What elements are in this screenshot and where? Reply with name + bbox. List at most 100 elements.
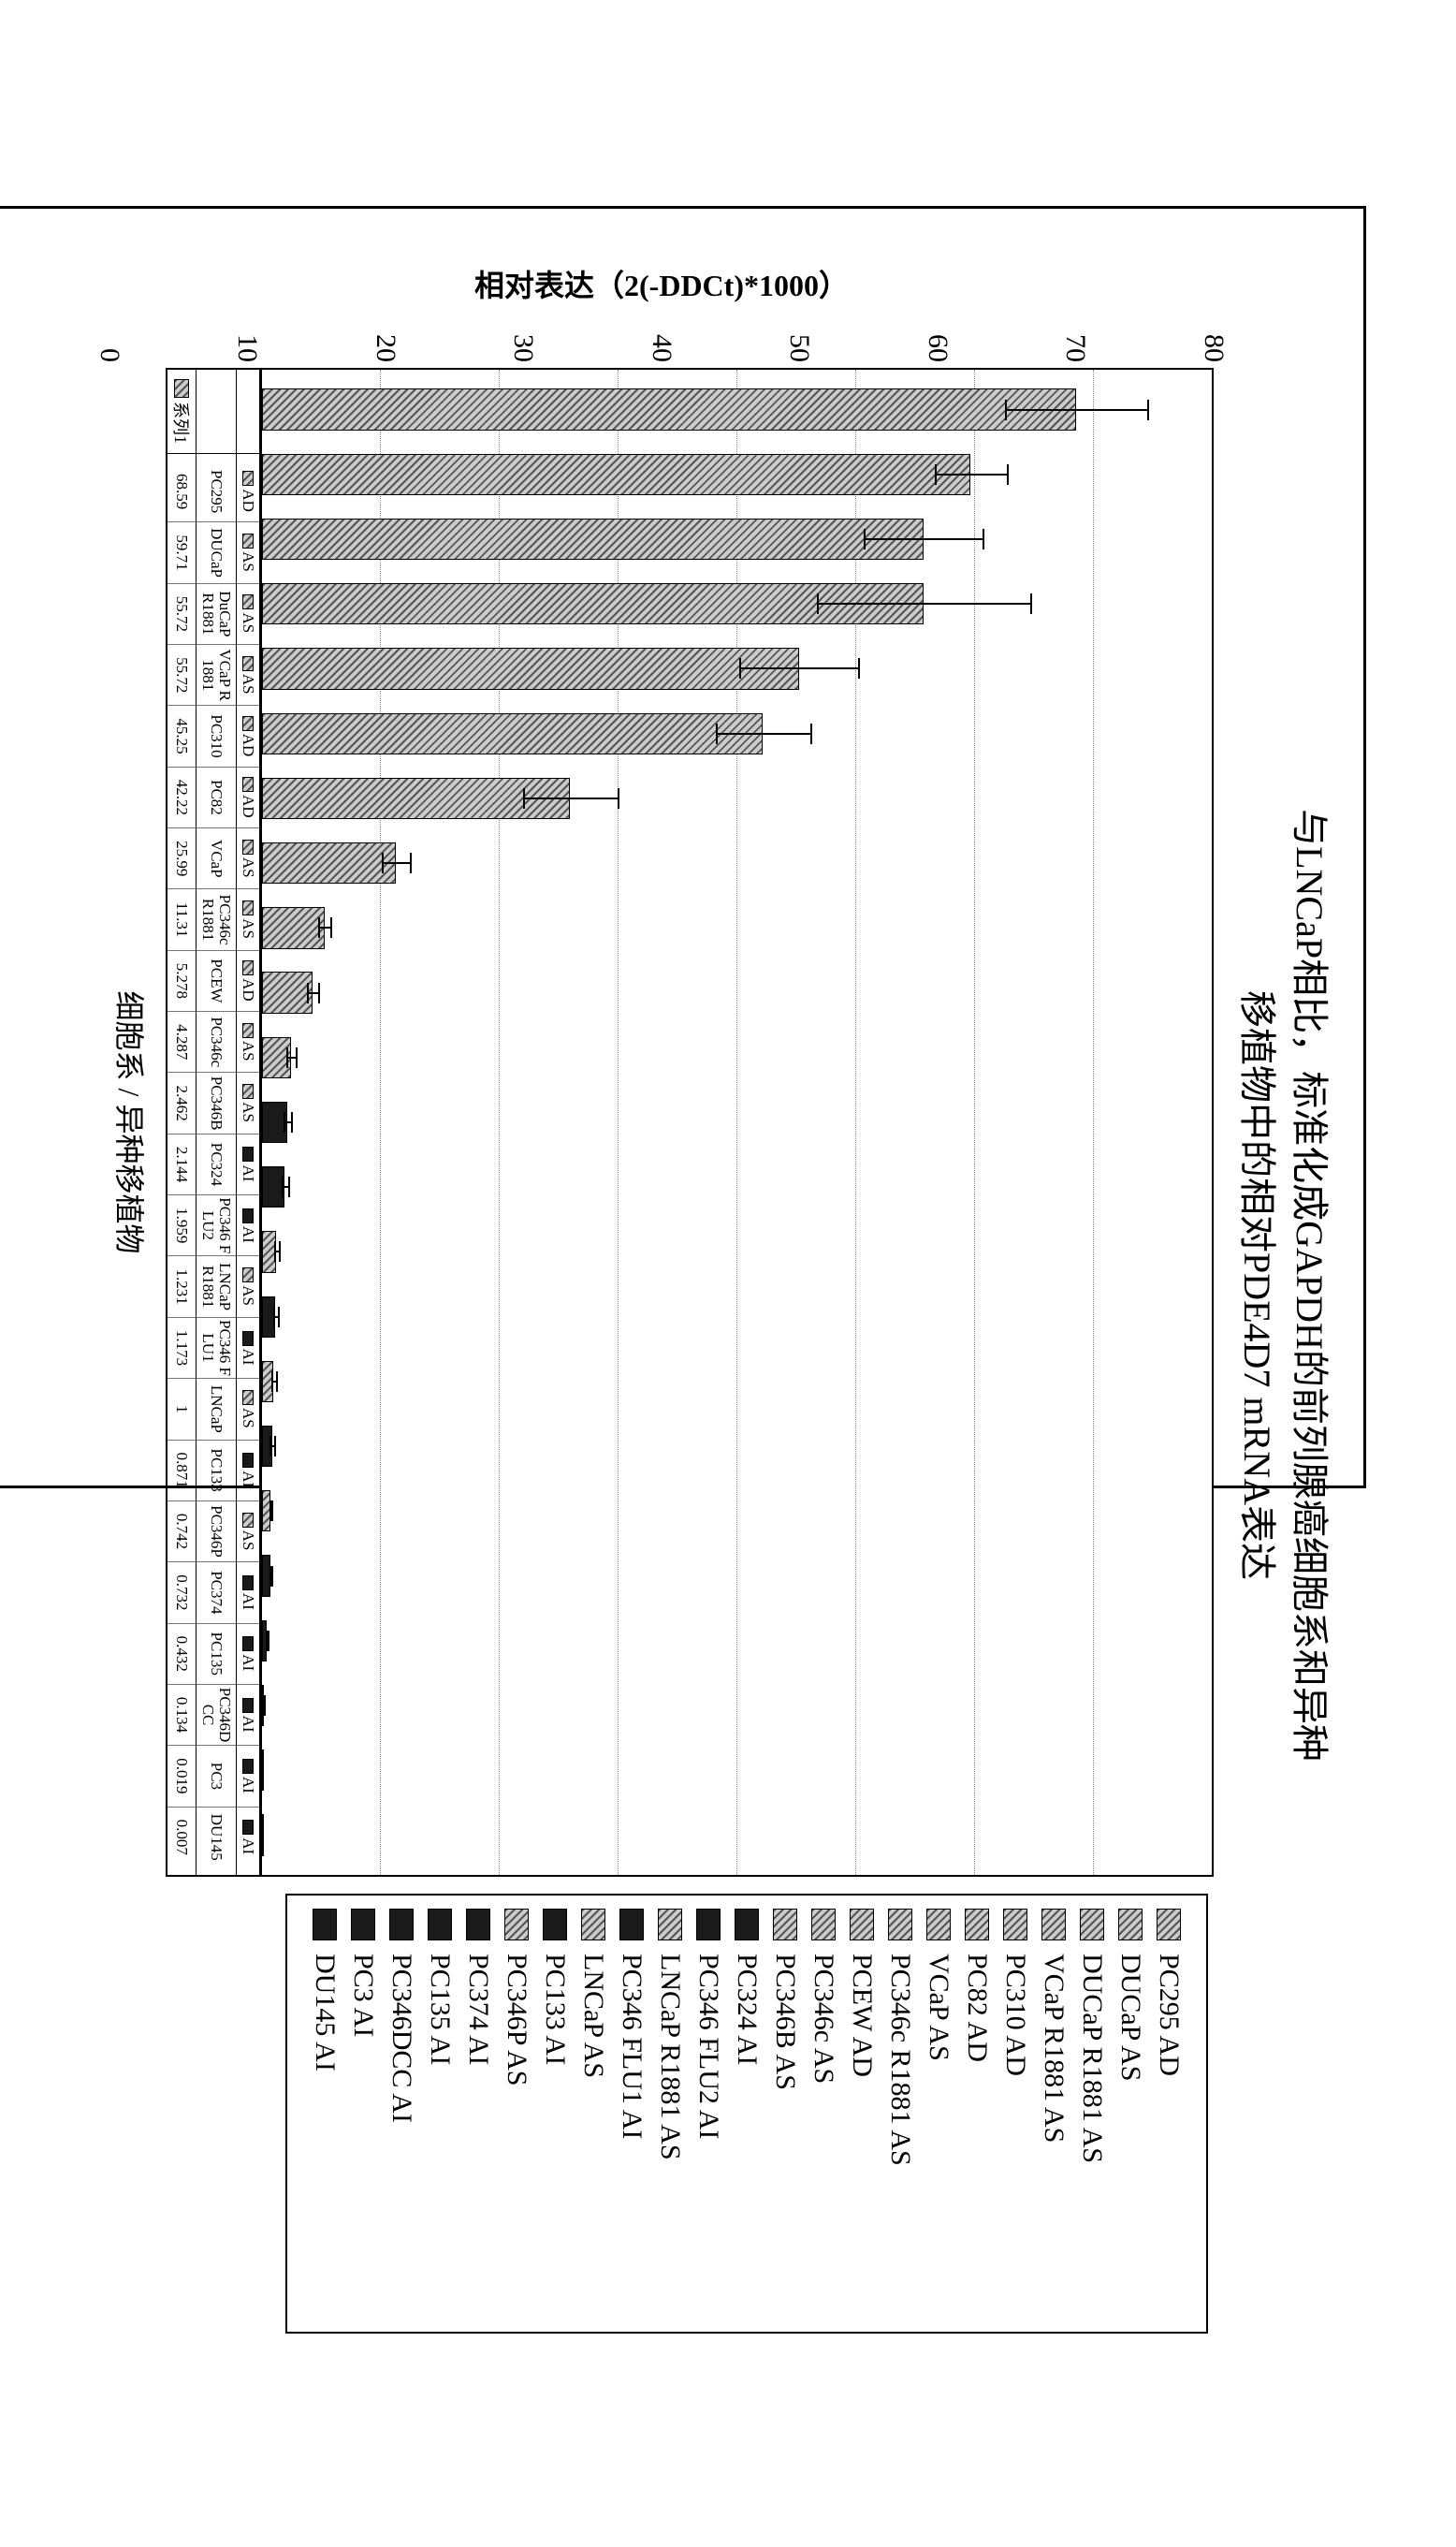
error-bar: [1005, 409, 1147, 411]
legend-item: PC346c R1881 AS: [884, 1909, 916, 2319]
legend-item: PC346 FLU1 AI: [616, 1909, 648, 2319]
data-table-cell: 0.007: [167, 1808, 196, 1867]
data-table-cell: 42.22: [167, 768, 196, 828]
category-label: AD: [240, 795, 256, 818]
legend-label: PC310 AD: [999, 1954, 1031, 2076]
data-table-cell: AI: [237, 1624, 259, 1685]
data-table-cell: AI: [237, 1562, 259, 1623]
error-bar-cap: [271, 1566, 273, 1587]
data-table-cell: 0.742: [167, 1501, 196, 1562]
bar-slot: [262, 960, 1212, 1025]
data-table-cell: 1.173: [167, 1318, 196, 1379]
error-bar-cap: [935, 464, 937, 485]
error-bar-cap: [410, 853, 412, 873]
data-table-cell: AS: [237, 584, 259, 645]
legend-label: PC135 AI: [424, 1954, 456, 2065]
bar-slot: [262, 831, 1212, 896]
error-bar-cap: [318, 983, 320, 1003]
category-label: AD: [240, 978, 256, 1002]
swatch-icon: [242, 656, 254, 671]
bar-slot: [262, 1479, 1212, 1544]
legend-item: PCEW AD: [846, 1909, 878, 2319]
legend-swatch-icon: [965, 1909, 989, 1940]
error-bar: [523, 798, 619, 799]
error-bar-cap: [271, 1371, 273, 1392]
swatch-icon: [242, 1636, 254, 1651]
legend-item: PC133 AI: [539, 1909, 571, 2319]
swatch-icon: [242, 471, 254, 486]
category-label: AI: [240, 1716, 256, 1733]
data-table-cell: PC3: [197, 1746, 236, 1807]
swatch-icon: [242, 1023, 254, 1038]
legend-swatch-icon: [1080, 1909, 1104, 1940]
legend-item: VCaP AS: [923, 1909, 954, 2319]
data-table-cell: VCaP: [197, 828, 236, 889]
category-label: AI: [240, 1837, 256, 1854]
data-table-cell: AS: [237, 1012, 259, 1073]
error-bar: [864, 538, 983, 540]
bar-slot: [262, 442, 1212, 506]
error-bar-cap: [266, 1631, 268, 1651]
data-table-cell: AS: [237, 645, 259, 706]
chart-and-legend: 相对表达（2(-DDCt)*1000） 01020304050607080 AD…: [109, 256, 1214, 2334]
data-table-rowhead-label: 系列1: [169, 402, 194, 444]
bar-slot: [262, 637, 1212, 701]
y-axis-label-wrap: 相对表达（2(-DDCt)*1000）: [109, 256, 1214, 312]
bar: [262, 972, 313, 1013]
legend-item: PC346 FLU2 AI: [692, 1909, 724, 2319]
error-bar-cap: [284, 1112, 285, 1133]
data-table-cell: 0.432: [167, 1624, 196, 1685]
legend-swatch-icon: [313, 1909, 337, 1940]
error-bar-cap: [278, 1307, 280, 1327]
swatch-icon: [242, 1331, 254, 1346]
legend-label: PC346c AS: [808, 1954, 839, 2084]
data-table-cell: PC135: [197, 1624, 236, 1685]
bar-slot: [262, 1155, 1212, 1220]
swatch-icon: [242, 1698, 254, 1713]
data-table-cell: AI: [237, 1685, 259, 1746]
data-table-rowhead: [237, 370, 259, 454]
data-table-cell: 5.278: [167, 951, 196, 1012]
legend-swatch-icon: [466, 1909, 490, 1940]
data-table-cell: 0.134: [167, 1685, 196, 1746]
y-tick: 50: [784, 334, 816, 362]
error-bar-cap: [382, 853, 384, 873]
bar: [262, 842, 397, 884]
legend-item: PC324 AI: [731, 1909, 763, 2319]
legend-swatch-icon: [926, 1909, 951, 1940]
category-label: AI: [240, 1164, 256, 1181]
swatch-icon: [242, 1267, 254, 1282]
legend-item: PC346DCC AI: [386, 1909, 417, 2319]
error-bar-cap: [279, 1241, 281, 1262]
data-table-cell: 1: [167, 1379, 196, 1440]
swatch-icon: [242, 1453, 254, 1468]
y-tick: 10: [232, 334, 264, 362]
data-table-cell: AS: [237, 1256, 259, 1317]
error-bar-cap: [810, 724, 812, 744]
swatch-icon: [242, 1208, 254, 1223]
legend-label: PC374 AI: [462, 1954, 494, 2065]
data-table-cell: 0.871: [167, 1441, 196, 1501]
data-table-cell: PC346DCC: [197, 1685, 236, 1746]
bar-slot: [262, 766, 1212, 830]
data-table-row: ADASASASADADASASADASASAIAIASAIASAIASAIAI…: [237, 370, 260, 1875]
legend-item: PC3 AI: [347, 1909, 379, 2319]
data-table-cell: 2.462: [167, 1073, 196, 1134]
category-label: AD: [240, 489, 256, 512]
y-axis-label: 相对表达（2(-DDCt)*1000）: [474, 262, 849, 305]
error-bar-cap: [269, 1566, 271, 1587]
category-label: AI: [240, 1593, 256, 1610]
error-bar-cap: [739, 658, 741, 679]
data-table-cell: PC346c: [197, 1012, 236, 1073]
legend-label: PC3 AI: [347, 1954, 379, 2037]
legend-label: PC346 FLU2 AI: [692, 1954, 724, 2139]
legend-label: PCEW AD: [846, 1954, 878, 2077]
error-bar-cap: [983, 529, 984, 549]
error-bar-cap: [864, 529, 866, 549]
chart-title-line2: 移植物中的相对PDE4D7 mRNA表达: [1236, 990, 1278, 1580]
data-table-cell: 2.144: [167, 1134, 196, 1195]
data-table-cells: 68.5959.7155.7255.7245.2542.2225.9911.31…: [167, 454, 196, 1875]
bar: [262, 519, 924, 560]
category-label: AI: [240, 1654, 256, 1671]
swatch-icon: [242, 716, 254, 731]
